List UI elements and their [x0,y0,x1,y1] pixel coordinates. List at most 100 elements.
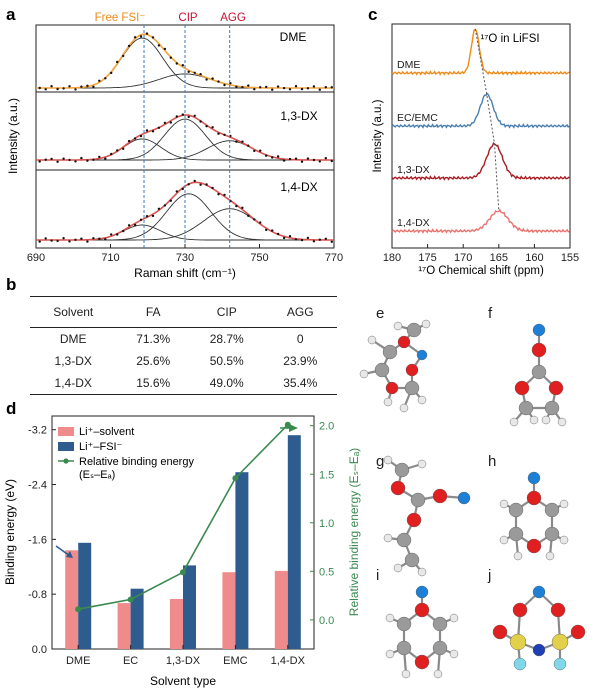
relative-binding-point [232,475,239,482]
data-point [50,157,53,161]
atom [414,602,430,618]
panel-letter-b: b [6,275,16,294]
y2-tick-label: 1.0 [319,518,334,530]
data-point [217,193,220,196]
molecule-letter: j [487,567,491,584]
data-point [253,218,256,221]
top-label-free-fsi: Free FSI⁻ [95,12,146,24]
data-point [110,152,113,156]
table-cell: 35.4% [283,376,318,390]
atom [518,400,534,416]
data-point [193,114,196,118]
data-point [74,238,77,241]
atom [383,397,393,407]
data-point [276,232,280,236]
data-point [235,140,238,143]
legend-label-relative: Relative binding energy (Eₛ–Eₐ) [79,456,194,481]
binding-y-axis-label: Binding energy (eV) [3,479,17,585]
table-cell: 1,4-DX [54,376,92,390]
data-point [56,87,59,91]
data-point [312,85,316,88]
x-tick-label: 730 [176,252,194,264]
data-point [259,149,262,152]
atom [383,455,393,465]
atom [508,526,524,542]
peak-shift-guide [474,28,500,212]
panel-letter-c: c [368,5,377,24]
bar-li-fsi [183,565,196,649]
data-point [247,84,250,87]
atom [532,585,546,599]
data-point [330,86,333,89]
data-point [300,238,304,242]
nmr-y-axis-label: Intensity (a.u.) [372,99,384,172]
data-point [306,87,310,90]
table-cell: 49.0% [209,376,244,390]
table-header-row: Solvent FA CIP AGG [30,296,337,328]
data-point [98,79,101,83]
x-tick-label: 710 [101,252,119,264]
atom [499,535,509,545]
x-tick-label: 770 [325,252,343,264]
table-row: 1,4-DX 15.6% 49.0% 35.4% [30,372,337,395]
data-point [80,156,83,160]
atom [557,417,567,427]
data-point [271,229,274,232]
data-point [86,240,89,243]
data-point [110,71,113,75]
top-label-agg: AGG [220,12,246,24]
atom [514,380,530,396]
atom [541,415,551,425]
y2-tick-label: 2.0 [319,421,334,433]
atom [526,538,542,554]
data-point [253,88,256,91]
spectrum-line [391,142,570,181]
legend-swatch-li-solvent [58,427,74,436]
table-cell: 1,3-DX [54,354,92,368]
data-point [282,236,286,240]
data-point [223,133,226,136]
data-point [181,63,184,67]
atom [393,321,403,331]
atom [385,649,395,659]
data-point [68,85,71,88]
atom [551,633,569,651]
atom [513,551,523,561]
y-tick-label: -0.8 [28,589,47,601]
table-header: AGG [286,305,314,319]
data-point [127,139,131,143]
data-point [276,85,280,88]
data-point [44,88,47,91]
x-tick-label: EMC [223,655,248,667]
data-point [50,239,53,242]
data-point [175,115,178,118]
x-tick-label: 165 [490,252,508,264]
binding-y2-axis-label: Relative binding energy (Eₛ–Eₐ) [347,448,361,616]
molecule-letter: f [488,305,493,322]
atom [417,567,427,577]
table-cell: 25.6% [136,354,171,368]
data-point [288,157,292,161]
table-cell: 71.3% [136,332,171,346]
spectrum-label: 1,4-DX [397,217,430,229]
data-point [199,120,202,123]
spectrum-label: EC/EMC [397,112,438,124]
data-point [92,85,95,89]
data-point [294,238,298,241]
data-point [122,54,125,58]
atom [526,490,542,506]
data-point [324,157,327,160]
atom [432,488,448,504]
atom [548,380,564,396]
data-point [80,85,83,88]
data-point [217,132,220,135]
data-point [288,88,292,91]
data-point [62,237,65,240]
data-point [193,179,196,183]
atom [404,552,420,568]
data-point [294,85,298,88]
relative-binding-point [75,606,82,613]
molecule-structures: e f g h i j [359,305,586,679]
data-point [86,84,89,88]
data-point [133,137,137,140]
